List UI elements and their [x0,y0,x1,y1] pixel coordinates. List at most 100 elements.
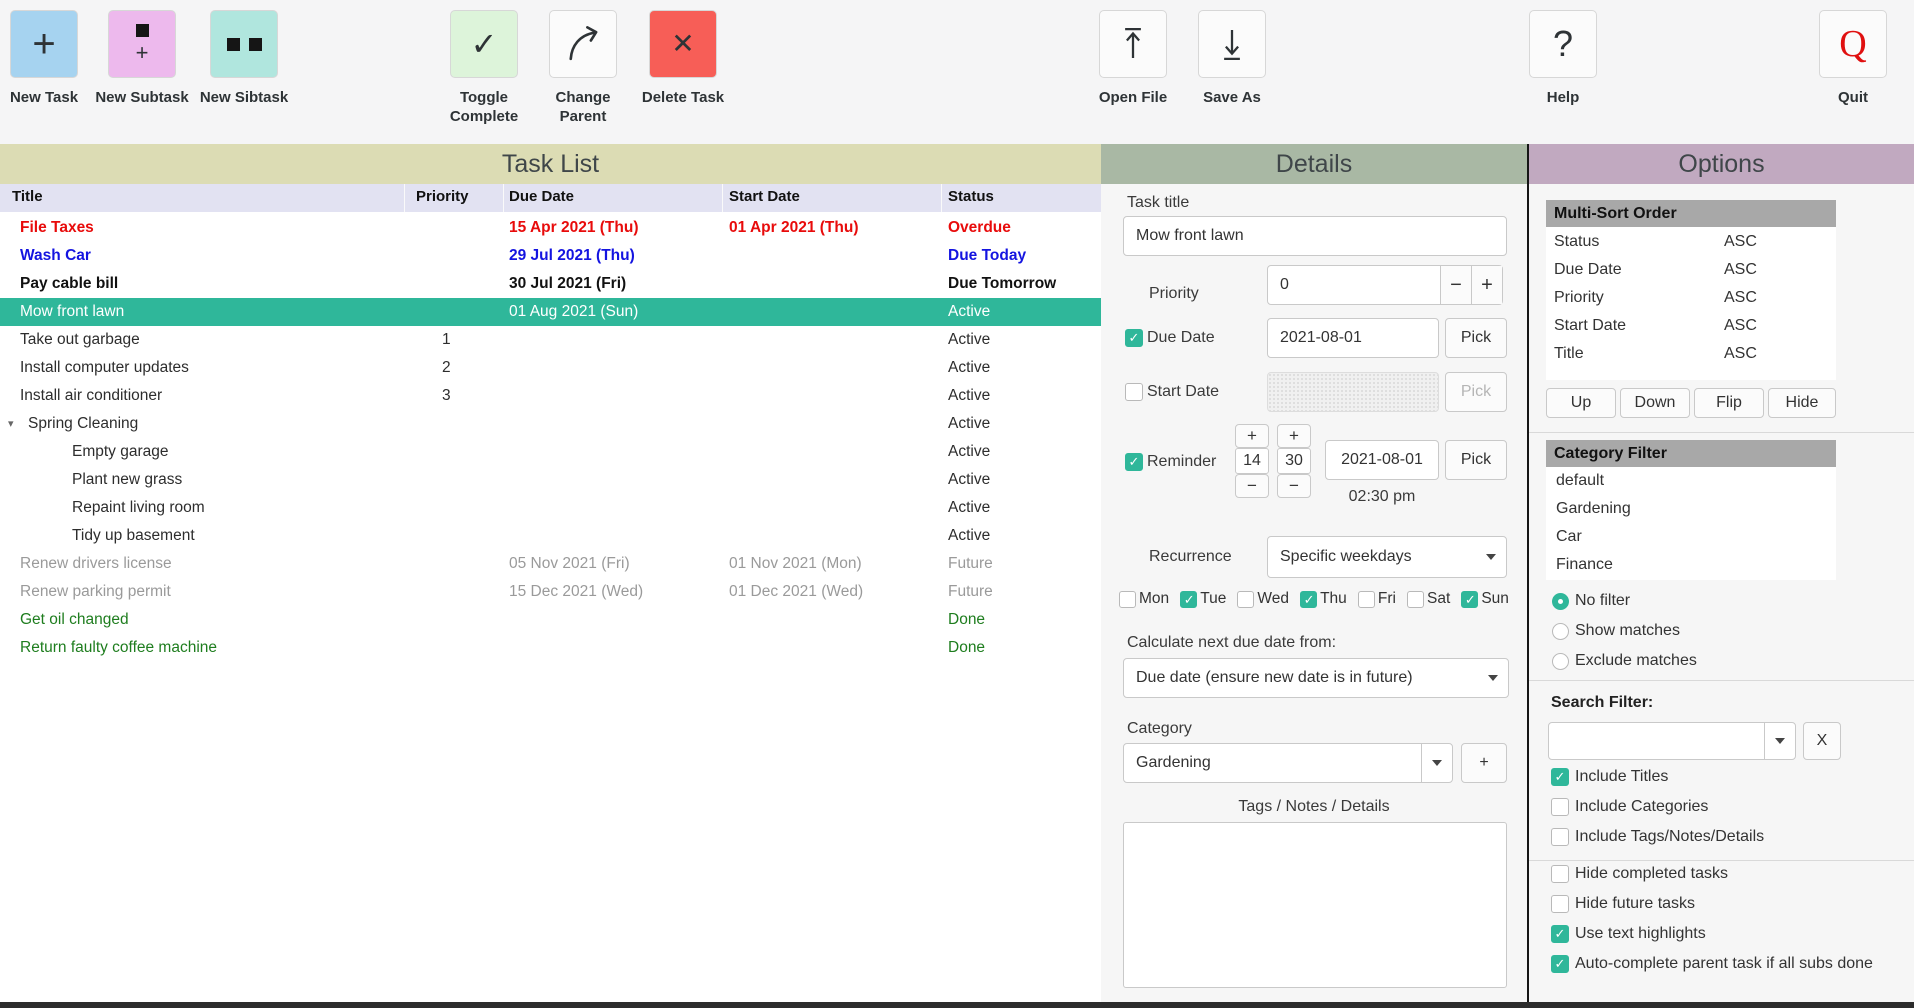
sort-row[interactable]: Due Date ASC [1546,257,1836,285]
checkbox-include-categories[interactable]: Include Categories [1551,798,1708,816]
task-row[interactable]: Install air conditioner 3 Active [0,382,1101,410]
task-row[interactable]: Repaint living room Active [0,494,1101,522]
tasklist-title: Task List [501,149,600,178]
calc-next-due-select[interactable]: Due date (ensure new date is in future) [1123,658,1509,698]
task-row[interactable]: Take out garbage 1 Active [0,326,1101,354]
sort-hide-button[interactable]: Hide [1768,388,1836,418]
checkbox-hide-future-tasks[interactable]: Hide future tasks [1551,895,1695,913]
help-button[interactable]: ? Help [1529,10,1597,134]
weekday-thu-checkbox[interactable]: Thu [1300,590,1347,608]
sort-field: Due Date [1554,261,1622,278]
task-title-cell: Tidy up basement [72,527,195,544]
change-parent-button[interactable]: Change Parent [549,10,617,134]
radio-show-matches[interactable]: Show matches [1552,622,1680,640]
sibling-tasks-icon [210,10,278,78]
checkbox-icon [1180,590,1198,608]
radio-exclude-matches[interactable]: Exclude matches [1552,652,1697,670]
sort-row[interactable]: Start Date ASC [1546,313,1836,341]
sort-down-button[interactable]: Down [1620,388,1690,418]
task-row[interactable]: Wash Car 29 Jul 2021 (Thu) Due Today [0,242,1101,270]
reminder-hour-value[interactable]: 14 [1235,448,1269,474]
sort-row[interactable]: Status ASC [1546,229,1836,257]
new-sibtask-button[interactable]: New Sibtask [200,10,288,134]
checkbox-include-titles[interactable]: Include Titles [1551,768,1668,786]
weekday-tue-checkbox[interactable]: Tue [1180,590,1226,608]
weekday-sat-checkbox[interactable]: Sat [1407,590,1450,608]
save-as-button[interactable]: Save As [1198,10,1266,134]
due-date-pick-button[interactable]: Pick [1445,318,1507,358]
task-row[interactable]: Mow front lawn 01 Aug 2021 (Sun) Active [0,298,1101,326]
category-select[interactable]: Gardening [1123,743,1453,783]
priority-increment-button[interactable]: + [1471,266,1502,304]
reminder-pick-button[interactable]: Pick [1445,440,1507,480]
toolbar-button-label: Toggle Complete [449,89,519,125]
reminder-minute-increment-button[interactable]: + [1277,424,1311,448]
notes-textarea[interactable] [1123,822,1507,988]
category-filter-item[interactable]: Finance [1556,556,1613,573]
column-header-status[interactable]: Status [948,188,994,205]
delete-task-button[interactable]: ✕ Delete Task [642,10,724,134]
column-header-priority[interactable]: Priority [416,188,469,205]
upload-arrow-icon [1099,10,1167,78]
details-panel: Task title Priority 0 − + Due Date Pick … [1101,184,1527,1002]
reminder-checkbox[interactable] [1125,453,1143,471]
column-header-start-date[interactable]: Start Date [729,188,800,205]
sort-row[interactable]: Priority ASC [1546,285,1836,313]
reminder-minute-decrement-button[interactable]: − [1277,474,1311,498]
open-file-button[interactable]: Open File [1099,10,1167,134]
recurrence-select[interactable]: Specific weekdays [1267,536,1507,578]
sort-up-button[interactable]: Up [1546,388,1616,418]
new-task-button[interactable]: + New Task [10,10,78,134]
start-date-checkbox[interactable] [1125,383,1143,401]
checkbox-auto-complete-parent-task-if-all-subs-done[interactable]: Auto-complete parent task if all subs do… [1551,955,1873,973]
checkbox-icon [1551,955,1569,973]
task-row[interactable]: Plant new grass Active [0,466,1101,494]
add-category-button[interactable]: + [1461,743,1507,783]
column-header-title[interactable]: Title [12,188,43,205]
task-row[interactable]: Empty garage Active [0,438,1101,466]
due-date-input[interactable] [1267,318,1439,358]
category-filter-item[interactable]: default [1556,472,1605,489]
sort-row[interactable]: Title ASC [1546,341,1836,369]
radio-no-filter[interactable]: No filter [1552,592,1630,610]
task-title-input[interactable] [1123,216,1507,256]
expander-triangle-icon[interactable]: ▾ [8,418,14,430]
task-status-cell: Active [948,499,991,516]
toggle-complete-button[interactable]: ✓ Toggle Complete [450,10,518,134]
weekday-mon-checkbox[interactable]: Mon [1119,590,1169,608]
priority-decrement-button[interactable]: − [1440,266,1471,304]
checkbox-use-text-highlights[interactable]: Use text highlights [1551,925,1706,943]
reminder-hour-increment-button[interactable]: + [1235,424,1269,448]
task-row[interactable]: Install computer updates 2 Active [0,354,1101,382]
category-filter-item[interactable]: Gardening [1556,500,1631,517]
sort-flip-button[interactable]: Flip [1694,388,1764,418]
task-row[interactable]: Return faulty coffee machine Done [0,634,1101,662]
reminder-date-input[interactable] [1325,440,1439,480]
task-row[interactable]: Renew drivers license 05 Nov 2021 (Fri) 01… [0,550,1101,578]
task-row[interactable]: Get oil changed Done [0,606,1101,634]
new-subtask-button[interactable]: + New Subtask [95,10,189,134]
checkbox-hide-completed-tasks[interactable]: Hide completed tasks [1551,865,1728,883]
priority-value[interactable]: 0 [1280,276,1289,293]
reminder-hour-decrement-button[interactable]: − [1235,474,1269,498]
task-row[interactable]: Tidy up basement Active [0,522,1101,550]
task-row[interactable]: Renew parking permit 15 Dec 2021 (Wed) 01 … [0,578,1101,606]
weekday-wed-checkbox[interactable]: Wed [1237,590,1289,608]
column-header-due-date[interactable]: Due Date [509,188,575,205]
task-row[interactable]: File Taxes 15 Apr 2021 (Thu) 01 Apr 2021 (… [0,214,1101,242]
checkbox-label: Include Categories [1575,798,1709,815]
task-row[interactable]: ▾ Spring Cleaning Active [0,410,1101,438]
clear-search-button[interactable]: X [1803,722,1841,760]
toolbar-button-label: Open File [1098,89,1168,106]
task-row[interactable]: Pay cable bill 30 Jul 2021 (Fri) Due Tomor… [0,270,1101,298]
recurrence-value: Specific weekdays [1280,548,1412,565]
weekday-fri-checkbox[interactable]: Fri [1357,590,1396,608]
weekday-sun-checkbox[interactable]: Sun [1461,590,1509,608]
start-date-label: Start Date [1147,383,1220,400]
category-filter-item[interactable]: Car [1556,528,1582,545]
due-date-checkbox[interactable] [1125,329,1143,347]
checkbox-include-tags-notes-details[interactable]: Include Tags/Notes/Details [1551,828,1764,846]
quit-button[interactable]: Q Quit [1819,10,1887,134]
search-filter-combobox[interactable] [1548,722,1796,760]
reminder-minute-value[interactable]: 30 [1277,448,1311,474]
